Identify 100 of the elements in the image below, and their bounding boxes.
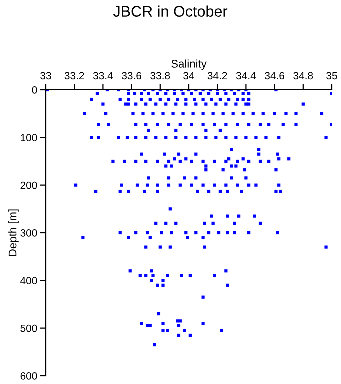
point — [134, 123, 138, 126]
point — [224, 270, 228, 273]
point — [162, 279, 165, 282]
point — [258, 222, 262, 226]
point — [234, 136, 238, 140]
point — [164, 92, 168, 96]
point — [170, 164, 174, 168]
point — [117, 136, 120, 140]
point — [207, 92, 211, 96]
point — [148, 324, 152, 328]
point — [230, 164, 234, 168]
point — [162, 284, 165, 287]
point — [166, 329, 170, 332]
point — [233, 92, 236, 96]
point — [204, 102, 208, 106]
point — [194, 136, 198, 140]
point — [134, 231, 138, 235]
point — [282, 123, 285, 126]
point — [154, 222, 158, 226]
point — [258, 148, 261, 152]
point — [154, 136, 158, 140]
point — [248, 98, 251, 102]
point — [156, 184, 160, 187]
point — [216, 92, 220, 96]
point — [176, 320, 180, 323]
point — [118, 98, 122, 102]
point — [144, 274, 148, 278]
point — [96, 92, 100, 96]
point — [324, 246, 328, 249]
point — [193, 98, 196, 102]
point — [240, 190, 244, 194]
point — [194, 102, 198, 106]
point — [126, 136, 130, 140]
y-tick-label: 500 — [20, 324, 38, 332]
point — [127, 190, 130, 194]
point — [184, 136, 188, 140]
point — [184, 158, 188, 161]
point — [82, 236, 85, 240]
point — [274, 190, 278, 194]
point — [173, 158, 176, 161]
point — [212, 222, 215, 226]
point — [302, 102, 305, 106]
point — [162, 322, 165, 326]
point — [244, 136, 248, 140]
point — [204, 168, 208, 172]
point — [178, 184, 182, 187]
point — [190, 160, 194, 164]
point — [146, 231, 150, 235]
point — [236, 123, 240, 126]
point — [184, 102, 188, 106]
y-tick-label: 300 — [20, 230, 38, 237]
point — [142, 112, 145, 116]
point — [140, 152, 144, 156]
point — [107, 123, 110, 126]
point — [156, 123, 160, 126]
point — [203, 222, 206, 226]
point — [167, 123, 171, 126]
point — [230, 176, 234, 180]
point — [112, 160, 115, 164]
point — [222, 112, 225, 116]
point — [244, 102, 248, 106]
point — [174, 102, 178, 106]
point — [320, 112, 324, 116]
point — [124, 102, 128, 106]
point — [202, 160, 205, 164]
point — [134, 160, 138, 164]
point — [234, 164, 238, 168]
point — [144, 102, 148, 106]
point — [152, 112, 155, 116]
point — [253, 214, 256, 218]
point — [140, 322, 144, 326]
point — [177, 152, 181, 156]
point — [120, 184, 124, 187]
point — [163, 152, 166, 156]
point — [248, 102, 251, 106]
point — [224, 136, 228, 140]
x-tick-label: 34 — [184, 72, 194, 80]
point — [268, 123, 271, 126]
y-axis-title: Depth [m] — [8, 210, 19, 256]
point — [248, 92, 251, 96]
point — [224, 184, 228, 187]
point — [172, 112, 175, 116]
point — [118, 231, 122, 235]
point — [222, 168, 225, 172]
point — [183, 329, 186, 332]
point — [233, 231, 236, 235]
point — [94, 190, 98, 194]
point — [244, 176, 248, 180]
point — [123, 160, 126, 164]
point — [150, 279, 154, 282]
point — [237, 214, 241, 218]
point — [202, 98, 205, 102]
point — [173, 92, 176, 96]
point — [204, 136, 208, 140]
x-tick-label: 33.8 — [150, 72, 170, 80]
point — [242, 158, 245, 161]
point — [264, 136, 268, 140]
point — [214, 136, 218, 140]
point — [232, 112, 235, 116]
y-tick-label: 600 — [20, 372, 38, 380]
